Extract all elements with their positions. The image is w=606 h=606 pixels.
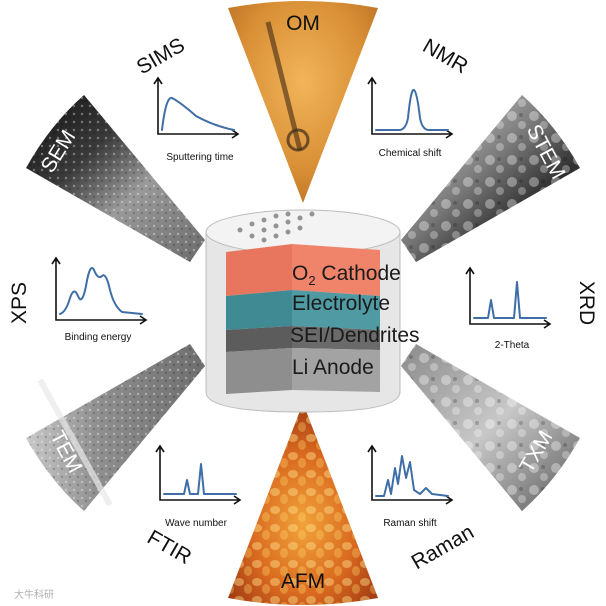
txm-texture [401,344,580,511]
om-particle-feature [286,128,310,152]
sei-layer [226,326,292,352]
tem-edge-feature [37,378,113,507]
ftir-axes [155,444,242,505]
anode-layer [226,348,292,394]
om-needle-feature [265,21,303,151]
om-label: OM [286,12,320,35]
nmr-trace [375,88,449,131]
sei-layer-front [292,326,380,350]
sims-trace [161,96,235,131]
cathode-label: O2 Cathode [292,262,401,288]
raman-plot: Raman shift [367,444,454,529]
xps-trace [59,267,143,315]
xps-xlabel: Binding energy [65,332,132,343]
cathode-layer [226,244,292,296]
ftir-label: FTIR [143,526,195,569]
nmr-axes [367,76,454,139]
xrd-trace [473,281,547,319]
afm-label: AFM [281,570,325,593]
cathode-pores [237,211,315,243]
xrd-xlabel: 2-Theta [495,340,530,351]
sims-plot: Sputtering time [153,76,240,163]
nmr-xlabel: Chemical shift [379,148,442,159]
cathode-layer-front [292,244,380,296]
xrd-axes [465,266,552,329]
sims-axes [153,76,240,139]
tem-texture [26,344,205,511]
xps-label: XPS [8,282,31,324]
xrd-label: XRD [575,281,598,325]
sem-texture [26,95,205,262]
xrd-plot: 2-Theta [465,266,552,351]
li-anode-label: Li Anode [292,356,374,379]
electrolyte-label: Electrolyte [292,292,390,315]
raman-xlabel: Raman shift [383,518,437,529]
afm-texture [228,403,378,605]
electrolyte-layer-front [292,290,380,330]
sims-label: SIMS [133,34,189,80]
ftir-plot: Wave number [155,444,242,529]
nmr-label: NMR [419,34,472,78]
raman-axes [367,444,454,505]
battery-cell [205,209,401,413]
stem-texture [401,95,580,262]
anode-layer-front [292,348,380,392]
xps-axes [51,256,148,325]
xps-plot: Binding energy [51,256,148,343]
watermark: 大牛科研 [14,588,54,601]
ftir-xlabel: Wave number [165,518,228,529]
electrolyte-layer [226,290,292,330]
sims-xlabel: Sputtering time [166,152,234,163]
raman-trace [375,455,449,497]
om-micrograph [228,1,378,203]
ftir-trace [163,463,237,495]
sei-dendrites-label: SEI/Dendrites [290,324,420,347]
nmr-plot: Chemical shift [367,76,454,159]
